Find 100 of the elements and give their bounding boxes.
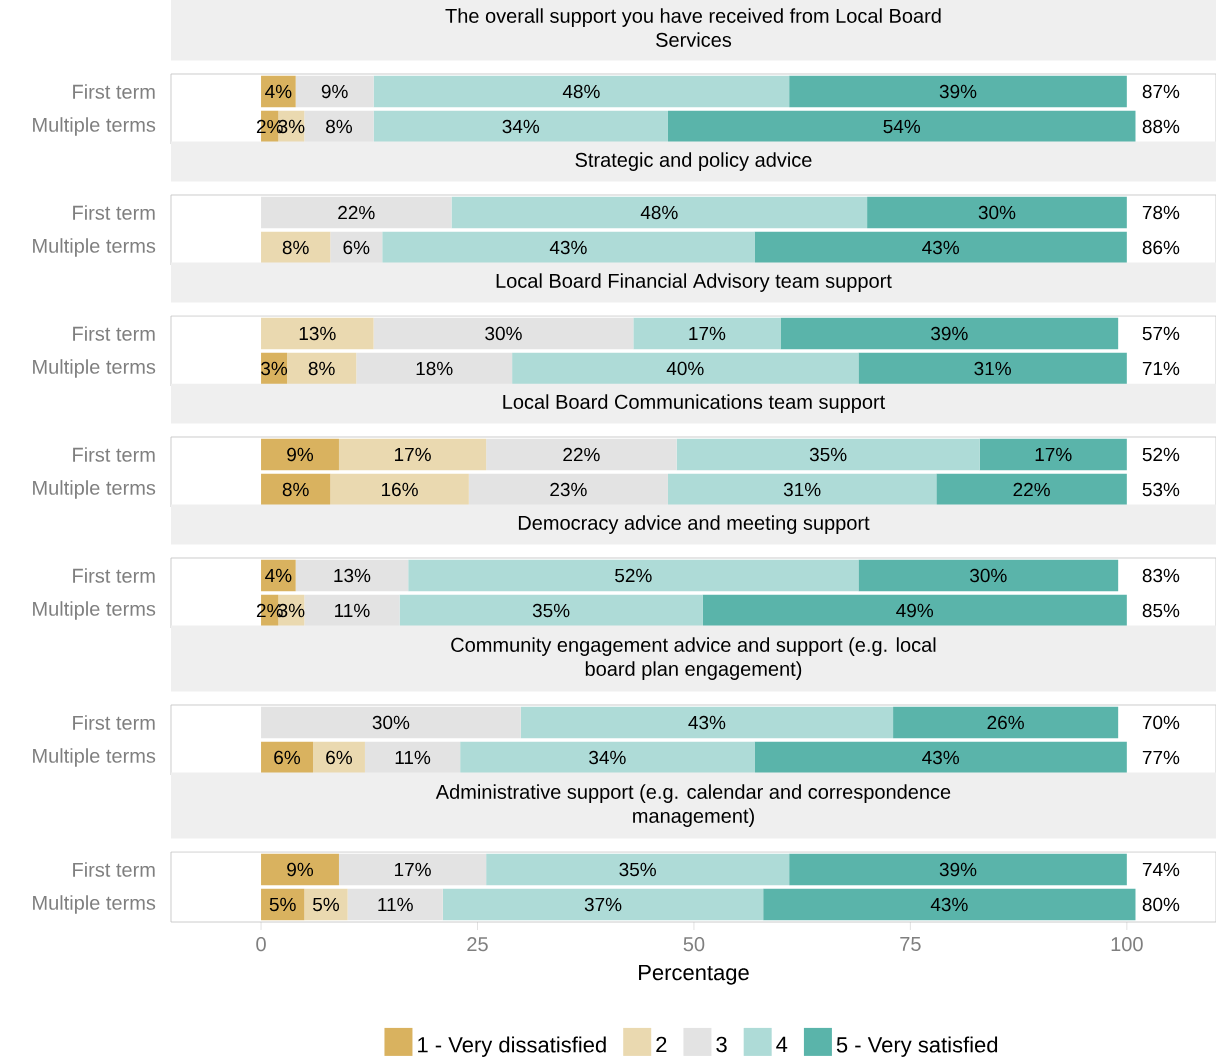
x-axis-title: Percentage bbox=[639, 964, 749, 985]
chart-title: Strategic and policy advice bbox=[575, 152, 812, 171]
bar bbox=[867, 196, 1127, 229]
annotation: 85% bbox=[1142, 603, 1180, 618]
data-label: 8% bbox=[282, 482, 309, 497]
data-label: 43% bbox=[930, 897, 968, 912]
data-label: 43% bbox=[922, 240, 960, 255]
legend-label: 2 bbox=[656, 1036, 667, 1053]
bar bbox=[304, 888, 348, 921]
data-label: 4% bbox=[265, 84, 292, 99]
bar bbox=[486, 853, 790, 886]
data-label: 17% bbox=[394, 447, 431, 462]
data-label: 34% bbox=[502, 119, 540, 134]
bar bbox=[520, 706, 894, 739]
bar bbox=[261, 438, 339, 471]
legend-label: 3 bbox=[716, 1036, 727, 1053]
y-tick-label: Multiple terms bbox=[33, 748, 156, 767]
data-label: 9% bbox=[321, 84, 348, 99]
data-label: 43% bbox=[549, 240, 587, 255]
y-tick-label: First term bbox=[73, 862, 155, 877]
bar bbox=[512, 352, 859, 385]
bar bbox=[460, 741, 755, 774]
x-tick-label: 0 bbox=[256, 937, 266, 952]
bar bbox=[373, 317, 634, 350]
legend-label: 5 - Very satisfied bbox=[836, 1036, 998, 1057]
bar bbox=[261, 741, 313, 774]
data-label: 17% bbox=[1035, 447, 1072, 462]
data-label: 48% bbox=[640, 205, 678, 220]
data-label: 35% bbox=[532, 603, 570, 618]
y-tick-label: Multiple terms bbox=[33, 359, 156, 378]
data-label: 5% bbox=[269, 897, 296, 912]
chart-title: Local Board Communications team support bbox=[503, 394, 886, 413]
bar bbox=[789, 75, 1127, 108]
data-label: 5% bbox=[313, 897, 340, 912]
legend-label: 1 - Very dissatisfied bbox=[418, 1036, 606, 1057]
bar bbox=[261, 196, 452, 229]
annotation: 83% bbox=[1142, 568, 1180, 583]
bar bbox=[486, 438, 677, 471]
chart-title: Administrative support (e.g. calendar and correspondence management) bbox=[435, 784, 951, 827]
x-tick-label: 50 bbox=[683, 937, 705, 952]
annotation: 71% bbox=[1142, 361, 1180, 376]
bar bbox=[338, 438, 487, 471]
y-tick-label: Multiple terms bbox=[33, 238, 156, 257]
bar bbox=[442, 888, 764, 921]
data-label: 3% bbox=[261, 361, 288, 376]
data-label: 40% bbox=[666, 361, 704, 376]
annotation: 86% bbox=[1142, 240, 1180, 255]
bar bbox=[347, 888, 443, 921]
bar bbox=[261, 706, 521, 739]
data-label: 31% bbox=[974, 361, 1011, 376]
data-label: 13% bbox=[334, 568, 371, 583]
data-label: 43% bbox=[922, 750, 960, 765]
bar bbox=[789, 853, 1127, 886]
data-label: 9% bbox=[287, 862, 314, 877]
bar bbox=[702, 594, 1127, 627]
chart-title: Local Board Financial Advisory team support bbox=[496, 273, 892, 292]
bar bbox=[451, 196, 868, 229]
data-label: 43% bbox=[688, 715, 726, 730]
bar bbox=[373, 75, 790, 108]
bar bbox=[858, 559, 1119, 592]
bar bbox=[780, 317, 1119, 350]
bar bbox=[408, 559, 859, 592]
data-label: 8% bbox=[282, 240, 309, 255]
data-label: 8% bbox=[308, 361, 335, 376]
data-label: 49% bbox=[896, 603, 934, 618]
bar bbox=[287, 352, 357, 385]
bar bbox=[979, 438, 1127, 471]
data-label: 18% bbox=[416, 361, 453, 376]
y-tick-label: First term bbox=[73, 715, 155, 730]
bar bbox=[261, 75, 296, 108]
data-label: 13% bbox=[299, 326, 336, 341]
data-label: 16% bbox=[382, 482, 418, 497]
annotation: 80% bbox=[1142, 897, 1180, 912]
annotation: 77% bbox=[1142, 750, 1180, 765]
data-label: 26% bbox=[987, 715, 1024, 730]
data-label: 30% bbox=[978, 205, 1016, 220]
bar bbox=[858, 352, 1127, 385]
chart-title: The overall support you have received from Local Board Services bbox=[445, 8, 941, 47]
bar bbox=[261, 317, 374, 350]
bar bbox=[312, 741, 365, 774]
data-label: 52% bbox=[615, 568, 652, 583]
data-label: 39% bbox=[939, 862, 977, 877]
bar bbox=[261, 231, 331, 264]
annotation: 52% bbox=[1142, 447, 1180, 462]
annotation: 88% bbox=[1142, 119, 1180, 134]
data-label: 22% bbox=[563, 447, 600, 462]
y-tick-label: First term bbox=[73, 568, 155, 583]
bar bbox=[261, 853, 339, 886]
data-label: 48% bbox=[562, 84, 600, 99]
data-label: 9% bbox=[287, 447, 314, 462]
annotation: 57% bbox=[1142, 326, 1180, 341]
bar bbox=[763, 888, 1136, 921]
data-label: 11% bbox=[335, 603, 370, 618]
data-label: 11% bbox=[395, 750, 431, 765]
y-tick-label: First term bbox=[73, 84, 155, 99]
bar bbox=[667, 473, 937, 506]
bar bbox=[399, 594, 703, 627]
data-label: 6% bbox=[343, 240, 370, 255]
y-tick-label: First term bbox=[73, 447, 155, 462]
bar bbox=[338, 853, 487, 886]
